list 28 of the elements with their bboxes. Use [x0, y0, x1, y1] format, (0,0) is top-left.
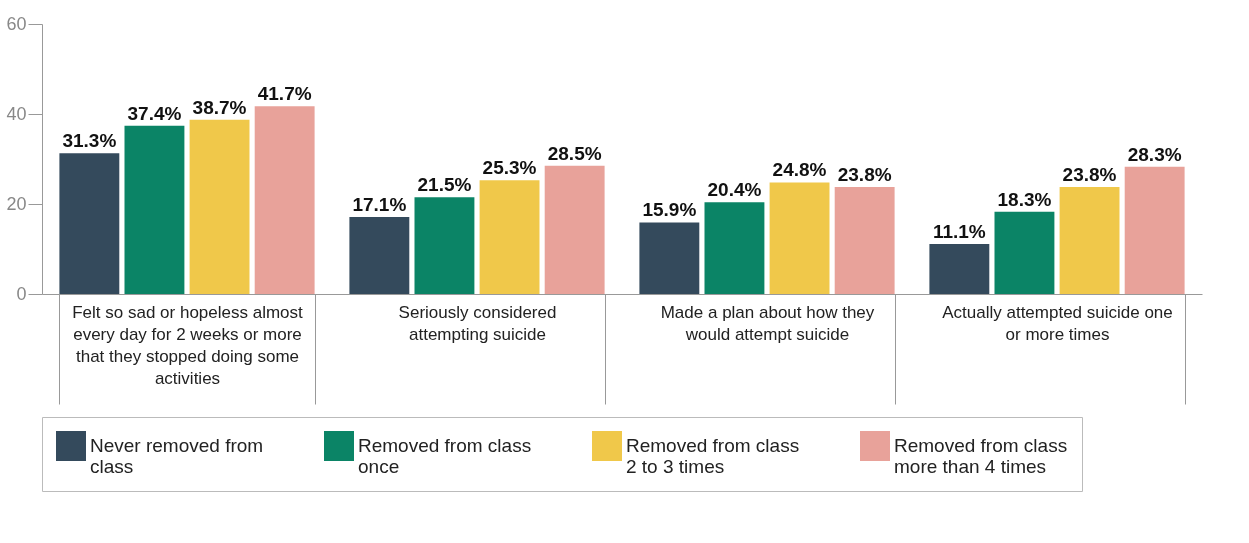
data-label: 24.8%: [772, 159, 827, 181]
legend-label: Removed from class 2 to 3 times: [626, 435, 800, 477]
data-label: 28.5%: [547, 142, 602, 164]
y-tick-label: 0: [16, 283, 27, 304]
y-tick-label: 20: [6, 193, 27, 214]
data-label: 38.7%: [192, 96, 247, 118]
data-label: 25.3%: [482, 157, 537, 179]
data-label: 17.1%: [352, 194, 407, 216]
x-tick-label: Made a plan about how they would attempt suicide: [660, 302, 875, 344]
legend-label: Never removed from class: [90, 435, 264, 477]
data-label: 41.7%: [257, 83, 312, 105]
data-label: 11.1%: [932, 221, 986, 243]
y-tick-label: 40: [6, 103, 27, 124]
legend-label: Removed from class more than 4 times: [894, 435, 1068, 477]
data-label: 37.4%: [127, 102, 182, 124]
y-tick-label: 60: [6, 13, 27, 34]
data-label: 15.9%: [642, 199, 697, 221]
data-label: 21.5%: [417, 174, 472, 196]
data-label: 31.3%: [62, 130, 117, 152]
data-label: 18.3%: [997, 188, 1052, 210]
data-label: 20.4%: [707, 179, 762, 201]
x-tick-label: Felt so sad or hopeless almost every day for 2 weeks or more that they stopped doing some activities: [72, 302, 304, 388]
x-tick-label: Seriously considered attempting suicide: [398, 302, 557, 344]
data-label: 23.8%: [1062, 163, 1117, 185]
data-label: 28.3%: [1127, 143, 1182, 165]
x-tick-label: Actually attempted suicide one or more times: [942, 302, 1173, 344]
data-label: 23.8%: [837, 163, 892, 185]
legend-label: Removed from class once: [358, 435, 532, 477]
